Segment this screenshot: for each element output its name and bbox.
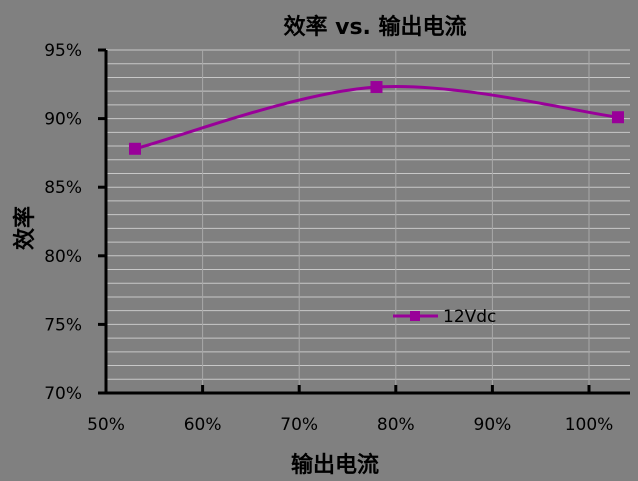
y-tick-label: 75%	[44, 315, 82, 335]
y-tick-label: 80%	[44, 247, 82, 267]
data-point	[611, 111, 624, 124]
series-layer	[128, 81, 624, 155]
x-tick-label: 80%	[377, 415, 415, 435]
y-tick-label: 70%	[44, 384, 82, 404]
gridlines	[105, 49, 630, 393]
x-axis-title: 输出电流	[291, 452, 379, 478]
y-tick-label: 95%	[44, 41, 82, 61]
legend-marker-swatch	[410, 311, 420, 321]
y-axis-title: 效率	[12, 206, 38, 250]
y-tick-label: 90%	[44, 110, 82, 130]
axes	[98, 48, 630, 395]
data-point	[370, 81, 383, 94]
x-tick-label: 90%	[474, 415, 512, 435]
y-tick-label: 85%	[44, 178, 82, 198]
legend: 12Vdc	[393, 307, 496, 327]
x-tick-label: 60%	[184, 415, 222, 435]
tick-labels: 70% 75% 80% 85% 90% 95% 50% 60% 70% 80% 90% 100%	[44, 41, 613, 435]
legend-label: 12Vdc	[443, 307, 496, 327]
x-tick-label: 100%	[565, 415, 614, 435]
data-point	[128, 142, 141, 155]
x-tick-label: 70%	[280, 415, 318, 435]
plot-area	[106, 50, 624, 393]
chart-title: 效率 vs. 输出电流	[283, 14, 466, 40]
x-tick-label: 50%	[87, 415, 125, 435]
